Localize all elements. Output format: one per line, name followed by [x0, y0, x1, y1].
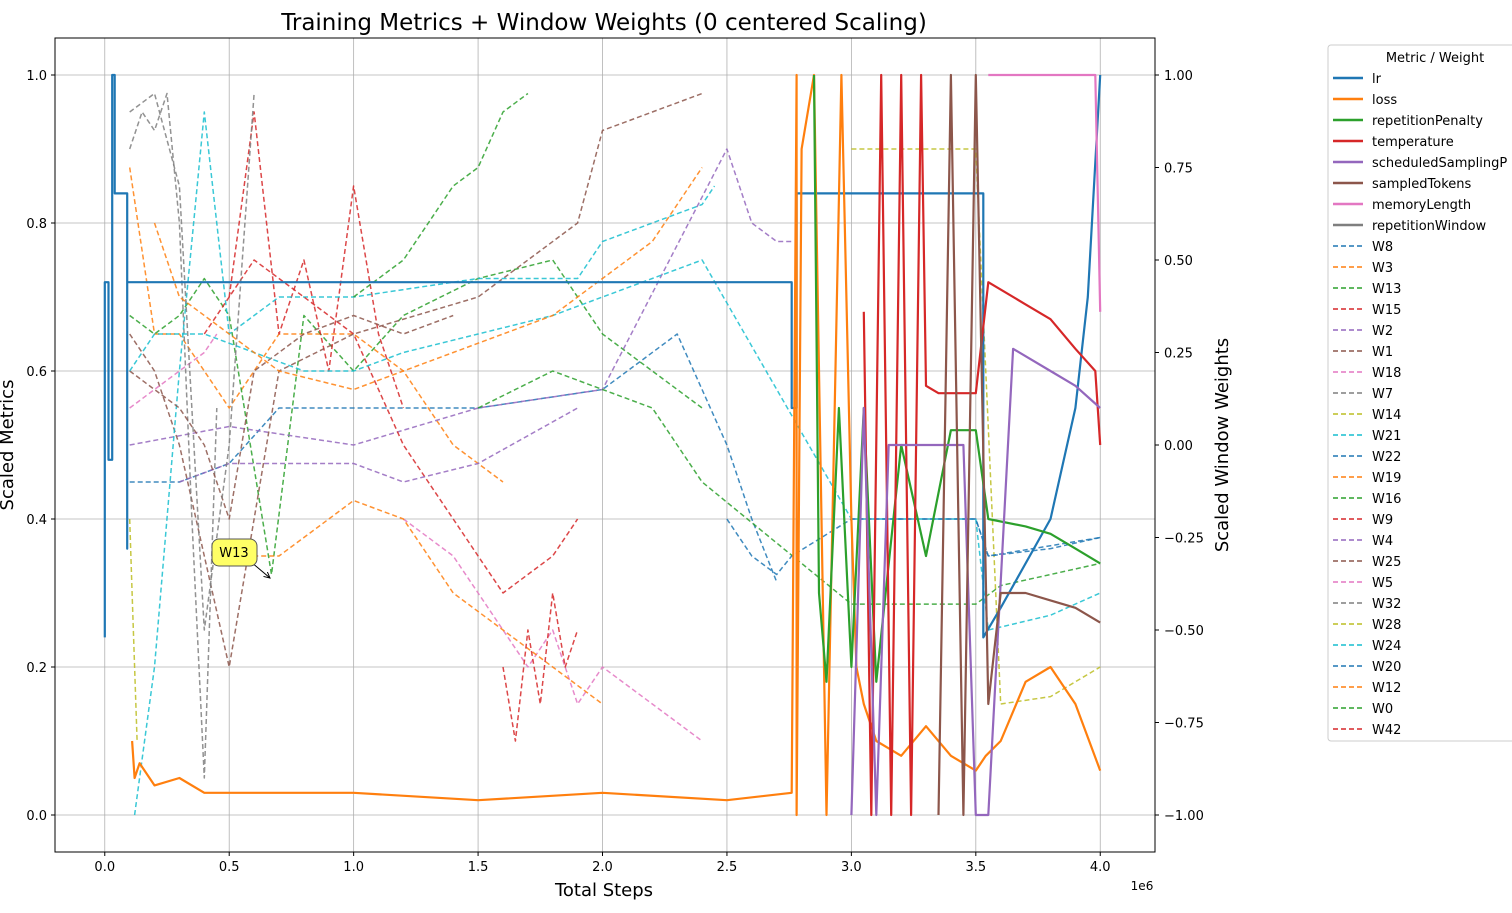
y-axis-label: Scaled Metrics	[0, 380, 18, 511]
chart-title: Training Metrics + Window Weights (0 cen…	[280, 10, 927, 36]
annotation-w13: W13	[211, 538, 270, 578]
legend-items: lr loss repetitionPenalty temperature schedu…	[1333, 72, 1507, 738]
series-line-w28	[128, 518, 138, 742]
legend-label-w15: W15	[1372, 303, 1401, 318]
legend-label-w1: W1	[1372, 345, 1393, 360]
x-tick-label: 0.0	[94, 860, 115, 875]
y2-tick-label: −0.25	[1164, 532, 1204, 547]
legend-label-temperature: temperature	[1372, 135, 1454, 150]
annotation-box	[211, 538, 258, 567]
series-line-w19	[229, 499, 603, 705]
series-line-w5	[129, 333, 218, 409]
annotation-label: W13	[219, 546, 248, 561]
series-line-repetitionpenalty	[812, 74, 1101, 683]
series-line-w42	[502, 592, 579, 742]
y2-tick-label: 0.00	[1164, 439, 1193, 454]
legend-label-sampledtokens: sampledTokens	[1372, 177, 1472, 192]
legend-label-w0: W0	[1372, 702, 1393, 717]
series-line-w12	[153, 167, 703, 391]
series-layer	[103, 73, 1102, 817]
y-tick-label: 0.2	[26, 661, 47, 676]
legend-label-w13: W13	[1372, 282, 1401, 297]
y2-tick-label: 1.00	[1164, 69, 1193, 84]
x-tick-label: 2.0	[592, 860, 613, 875]
legend-label-w3: W3	[1372, 261, 1393, 276]
y2-tick-label: −0.75	[1164, 717, 1204, 732]
x-tick-label: 1.0	[343, 860, 364, 875]
y2-axis-ticks: 1.00 0.75 0.50 0.25 0.00 −0.25 −0.50 −0.75 −1.00	[1155, 69, 1204, 824]
legend-label-w9: W9	[1372, 513, 1393, 528]
legend-label-memorylength: memoryLength	[1372, 198, 1471, 213]
series-line-memorylength	[988, 73, 1102, 312]
legend-label-repetitionwindow: repetitionWindow	[1372, 219, 1487, 234]
legend-label-w16: W16	[1372, 492, 1401, 507]
legend-title: Metric / Weight	[1386, 51, 1484, 66]
x-tick-label: 3.5	[965, 860, 986, 875]
legend-label-w5: W5	[1372, 576, 1393, 591]
legend-label-w25: W25	[1372, 555, 1401, 570]
x-axis-ticks: 0.0 0.5 1.0 1.5 2.0 2.5 3.0 3.5 4.0	[94, 852, 1111, 875]
x-tick-label: 4.0	[1090, 860, 1111, 875]
legend-label-w20: W20	[1372, 660, 1401, 675]
grid	[55, 38, 1155, 852]
y2-tick-label: 0.75	[1164, 162, 1193, 177]
series-line-temperature	[862, 73, 1102, 817]
y2-axis-label: Scaled Window Weights	[1212, 338, 1233, 552]
legend-label-w24: W24	[1372, 639, 1401, 654]
legend-frame	[1327, 44, 1512, 742]
legend-label-w19: W19	[1372, 471, 1401, 486]
y-tick-label: 0.6	[26, 365, 47, 380]
series-line-w20	[726, 518, 1101, 576]
y-axis-ticks: 0.0 0.2 0.4 0.6 0.8 1.0	[26, 69, 55, 824]
x-tick-label: 3.0	[841, 860, 862, 875]
legend-label-loss: loss	[1372, 93, 1397, 108]
y2-tick-label: −1.00	[1164, 809, 1204, 824]
series-line-w0	[353, 92, 529, 298]
legend-label-w28: W28	[1372, 618, 1401, 633]
legend-label-w8: W8	[1372, 240, 1393, 255]
legend: Metric / Weight lr loss repetitionPenalty t…	[1327, 44, 1512, 742]
legend-label-w42: W42	[1372, 723, 1401, 738]
legend-label-w21: W21	[1372, 429, 1401, 444]
legend-label-w2: W2	[1372, 324, 1393, 339]
y2-tick-label: 0.25	[1164, 347, 1193, 362]
series-line-w4	[179, 407, 578, 483]
legend-label-w32: W32	[1372, 597, 1401, 612]
plot-frame	[54, 37, 1156, 853]
x-axis-offset: 1e6	[1131, 879, 1154, 893]
y2-tick-label: 0.50	[1164, 254, 1193, 269]
legend-label-repetitionpenalty: repetitionPenalty	[1372, 114, 1483, 129]
x-tick-label: 2.5	[717, 860, 738, 875]
series-line-w1	[129, 92, 703, 668]
x-axis-label: Total Steps	[554, 880, 653, 901]
series-line-w21	[133, 111, 716, 816]
legend-label-w12: W12	[1372, 681, 1401, 696]
legend-label-w18: W18	[1372, 366, 1401, 381]
legend-label-lr: lr	[1372, 72, 1382, 87]
x-tick-label: 1.5	[468, 860, 489, 875]
y-tick-label: 1.0	[26, 69, 47, 84]
legend-label-w22: W22	[1372, 450, 1401, 465]
series-line-w15	[228, 111, 405, 409]
legend-label-w4: W4	[1372, 534, 1393, 549]
series-line-w7	[128, 92, 218, 779]
series-line-w13	[129, 259, 703, 576]
series-line-w16	[477, 370, 1101, 605]
series-line-w18	[402, 518, 703, 742]
series-line-w32	[129, 92, 255, 631]
series-line-w9	[203, 259, 579, 594]
y-tick-label: 0.8	[26, 217, 47, 232]
y-tick-label: 0.4	[26, 513, 47, 528]
legend-label-w7: W7	[1372, 387, 1393, 402]
y2-tick-label: −0.50	[1164, 624, 1204, 639]
legend-label-w14: W14	[1372, 408, 1401, 423]
series-line-w25	[129, 314, 454, 520]
series-line-sampledtokens	[937, 73, 1101, 817]
x-tick-label: 0.5	[219, 860, 240, 875]
legend-label-scheduledsamplingp: scheduledSamplingP	[1372, 156, 1507, 171]
y-tick-label: 0.0	[26, 809, 47, 824]
